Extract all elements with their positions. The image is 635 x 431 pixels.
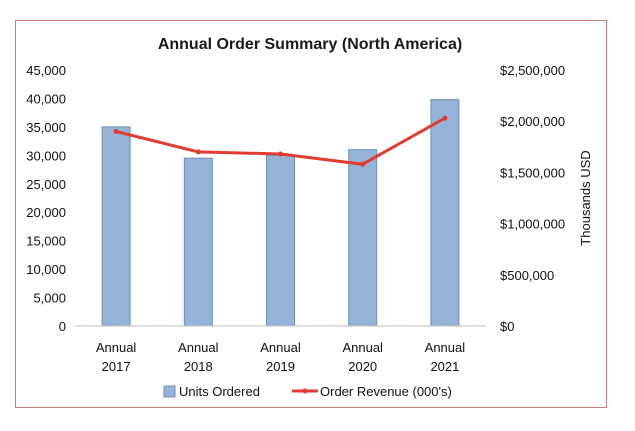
legend: Units Ordered Order Revenue (000's) (163, 384, 452, 399)
x-tick-label: 2020 (348, 359, 377, 374)
left-tick-label: 35,000 (26, 120, 66, 135)
x-tick-label: Annual (178, 340, 219, 355)
x-tick-label: Annual (342, 340, 383, 355)
x-tick-label: 2017 (102, 359, 131, 374)
left-tick-label: 25,000 (26, 177, 66, 192)
revenue-point (195, 149, 201, 155)
right-tick-label: $0 (500, 319, 514, 334)
x-tick-label: 2021 (430, 359, 459, 374)
left-tick-label: 0 (59, 319, 66, 334)
left-axis: 0 5,000 10,000 15,000 20,000 25,000 30,000 35,0… (26, 63, 66, 334)
bar-series (101, 99, 460, 327)
right-tick-label: $2,500,000 (500, 63, 565, 78)
bar (183, 157, 213, 327)
right-tick-label: $1,500,000 (500, 165, 565, 180)
x-tick-label: Annual (96, 340, 137, 355)
revenue-point (113, 128, 119, 134)
x-axis: Annual 2017 Annual 2018 Annual 2019 Annual 2020… (96, 340, 465, 374)
legend-swatch-marker (302, 388, 308, 394)
right-tick-label: $2,000,000 (500, 114, 565, 129)
x-tick-label: 2019 (266, 359, 295, 374)
chart-title: Annual Order Summary (North America) (158, 36, 462, 53)
bar (348, 149, 378, 327)
left-tick-label: 30,000 (26, 148, 66, 163)
bar (266, 154, 295, 327)
left-tick-label: 45,000 (26, 63, 66, 78)
revenue-point (442, 115, 448, 121)
left-tick-label: 15,000 (26, 234, 66, 249)
legend-label: Order Revenue (000's) (320, 384, 452, 399)
right-axis: $0 $500,000 $1,000,000 $1,500,000 $2,000,000… (500, 63, 565, 334)
x-tick-label: Annual (260, 340, 301, 355)
left-tick-label: 40,000 (26, 91, 66, 106)
x-tick-label: Annual (425, 340, 466, 355)
bar (101, 126, 131, 327)
left-tick-label: 20,000 (26, 205, 66, 220)
left-tick-label: 10,000 (26, 262, 66, 277)
right-tick-label: $500,000 (500, 268, 554, 283)
revenue-point (278, 151, 283, 157)
x-tick-label: 2018 (184, 359, 213, 374)
bar (430, 99, 460, 327)
right-tick-label: $1,000,000 (500, 217, 565, 232)
legend-swatch-bar (163, 385, 176, 398)
right-axis-title: Thousands USD (578, 150, 593, 245)
legend-label: Units Ordered (179, 384, 260, 399)
revenue-point (360, 161, 366, 167)
line-series (113, 115, 448, 167)
left-tick-label: 5,000 (33, 291, 66, 306)
